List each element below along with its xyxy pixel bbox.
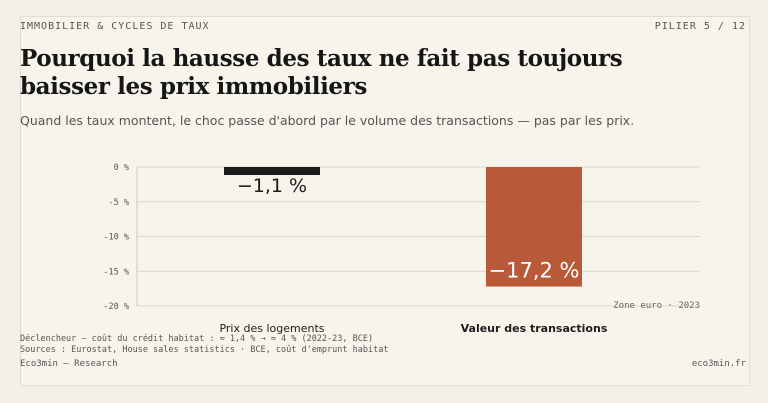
y-tick-label: -15 %	[103, 267, 129, 277]
y-tick-label: -20 %	[103, 302, 129, 312]
y-tick-label: 0 %	[114, 163, 129, 173]
page-title: Pourquoi la hausse des taux ne fait pas …	[20, 45, 623, 100]
grid-layer: 0 % -5 % -10 % -15 % -20 %	[103, 163, 700, 312]
bar-layer: −1,1 % Prix des logements −17,2 % Valeur de…	[219, 167, 608, 335]
chart-annotation: Zone euro · 2023	[613, 301, 700, 311]
footnote-trigger: Déclencheur — coût du crédit habitat : ≈…	[20, 334, 374, 344]
bar-value-label: −1,1 %	[237, 175, 307, 197]
y-tick-label: -10 %	[103, 233, 129, 243]
footer: Eco3min — Research eco3min.fr	[20, 359, 746, 369]
footnote-sources: Sources : Eurostat, House sales statisti…	[20, 345, 389, 355]
footer-brand: Eco3min — Research	[20, 359, 118, 369]
bar-value-label: −17,2 %	[489, 259, 580, 283]
bar-valeur-transactions[interactable]	[486, 167, 582, 287]
bar-prix-logements[interactable]	[224, 167, 320, 175]
footnotes: Déclencheur — coût du crédit habitat : ≈…	[20, 334, 388, 356]
page-subtitle: Quand les taux montent, le choc passe d'…	[20, 113, 635, 128]
content-card	[20, 16, 750, 386]
x-category-label: Prix des logements	[219, 322, 324, 335]
y-tick-label: -5 %	[109, 198, 129, 208]
page-indicator: PILIER 5 / 12	[654, 21, 746, 32]
top-bar: IMMOBILIER & CYCLES DE TAUX PILIER 5 / 1…	[20, 21, 746, 32]
x-category-label: Valeur des transactions	[461, 322, 608, 335]
footer-link[interactable]: eco3min.fr	[691, 359, 746, 369]
section-label: IMMOBILIER & CYCLES DE TAUX	[20, 21, 210, 32]
